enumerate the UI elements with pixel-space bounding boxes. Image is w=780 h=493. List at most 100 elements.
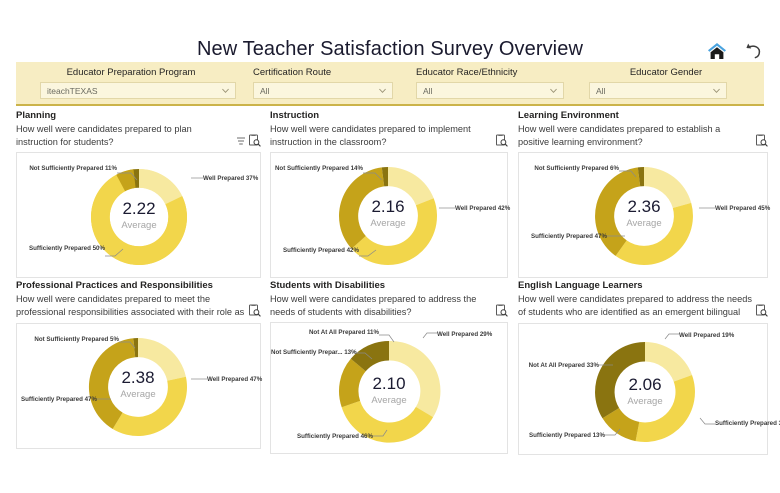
segment-label-not-at-all-prepared: Not At All Prepared 11% bbox=[308, 329, 379, 336]
donut-chart-professional-practices: 2.38 Average Not Sufficiently Prepared 5… bbox=[17, 324, 262, 448]
center-average-label: Average bbox=[371, 395, 407, 406]
card-title: Planning bbox=[16, 110, 57, 121]
leader-line bbox=[664, 333, 679, 340]
card-actions bbox=[753, 304, 768, 317]
donut-chart-planning: 2.22 Average Not Sufficiently Prepared 1… bbox=[17, 153, 260, 277]
leader-line bbox=[363, 172, 383, 181]
filter-educator-race-ethnicity: Educator Race/Ethnicity All bbox=[416, 62, 571, 106]
chevron-down-icon bbox=[379, 88, 386, 93]
segment-label-not-sufficiently-prepared: Not Sufficiently Prepared 11% bbox=[29, 165, 117, 172]
focus-mode-icon[interactable] bbox=[495, 304, 508, 317]
donut-chart-instruction: 2.16 Average Not Sufficiently Prepared 1… bbox=[271, 153, 510, 277]
chart-container[interactable]: 2.16 Average Not Sufficiently Prepared 1… bbox=[270, 152, 510, 278]
center-average-label: Average bbox=[370, 218, 406, 229]
focus-mode-icon[interactable] bbox=[248, 134, 261, 147]
segment-label-well-prepared: Well Prepared 29% bbox=[437, 331, 493, 338]
focus-mode-icon[interactable] bbox=[495, 134, 508, 147]
segment-label-well-prepared: Well Prepared 19% bbox=[679, 332, 735, 339]
filter-dropdown-certification-route[interactable]: All bbox=[253, 82, 393, 99]
segment-label-well-prepared: Well Prepared 37% bbox=[203, 175, 259, 182]
card-question: How well were candidates prepared to imp… bbox=[270, 124, 471, 147]
filter-dropdown-gender[interactable]: All bbox=[589, 82, 727, 99]
focus-mode-icon[interactable] bbox=[755, 134, 768, 147]
leader-line bbox=[605, 428, 621, 436]
card-instruction: Instruction How well were candidates pre… bbox=[270, 110, 510, 278]
filter-label: Certification Route bbox=[253, 67, 332, 78]
filter-label: Educator Preparation Program bbox=[66, 67, 196, 78]
card-question: How well were candidates prepared to add… bbox=[270, 294, 477, 317]
card-actions bbox=[753, 134, 768, 147]
center-average-value: 2.38 bbox=[121, 368, 155, 387]
filter-certification-route: Certification Route All bbox=[253, 62, 401, 106]
leader-line bbox=[355, 352, 373, 360]
center-average-value: 2.22 bbox=[122, 199, 156, 218]
filter-value: All bbox=[596, 85, 606, 96]
chart-container[interactable]: 2.38 Average Not Sufficiently Prepared 5… bbox=[16, 323, 262, 449]
center-average-label: Average bbox=[626, 218, 662, 229]
center-average-value: 2.10 bbox=[372, 374, 406, 393]
header-icon-group bbox=[706, 40, 764, 62]
donut-svg bbox=[595, 167, 693, 265]
segment-label-sufficiently-prepared: Sufficiently Prepared 47% bbox=[21, 396, 97, 403]
card-title: Professional Practices and Responsibilit… bbox=[16, 280, 213, 291]
focus-mode-icon[interactable] bbox=[248, 304, 261, 317]
filter-value: All bbox=[423, 85, 433, 96]
donut-svg bbox=[88, 337, 188, 437]
leader-line bbox=[699, 207, 715, 209]
segment-label-not-sufficiently-prepared: Not Sufficiently Prepared 5% bbox=[34, 336, 119, 343]
donut-svg bbox=[339, 167, 438, 266]
filter-value: iteachTEXAS bbox=[47, 85, 98, 96]
card-question: How well were candidates prepared to pla… bbox=[16, 124, 192, 147]
back-icon[interactable] bbox=[742, 40, 764, 62]
segment-label-sufficiently-prepared: Sufficiently Prepared 50% bbox=[29, 245, 105, 252]
card-learning-environment: Learning Environment How well were candi… bbox=[518, 110, 770, 278]
donut-chart-students-with-disabilities: 2.10 Average Not At All Prepared 11% Not… bbox=[271, 323, 507, 453]
leader-line bbox=[105, 248, 124, 257]
leader-line bbox=[191, 378, 207, 380]
filter-label: Educator Gender bbox=[629, 67, 703, 78]
card-question: How well were candidates prepared to add… bbox=[518, 294, 752, 317]
filter-dropdown-race-ethnicity[interactable]: All bbox=[416, 82, 564, 99]
leader-line bbox=[117, 172, 138, 181]
card-actions bbox=[234, 134, 261, 147]
donut-chart-learning-environment: 2.36 Average Not Sufficiently Prepared 6… bbox=[519, 153, 770, 277]
segment-label-not-sufficiently-prepared: Not Sufficiently Prepared 14% bbox=[274, 165, 363, 172]
leader-line bbox=[607, 235, 625, 237]
segment-label-not-at-all-prepared: Not At All Prepared 33% bbox=[528, 362, 599, 369]
page-title: New Teacher Satisfaction Survey Overview bbox=[196, 38, 583, 60]
card-actions bbox=[493, 304, 508, 317]
segment-label-sufficiently-prepared: Sufficiently Prepared 42% bbox=[283, 247, 359, 254]
chart-container[interactable]: 2.22 Average Not Sufficiently Prepared 1… bbox=[16, 152, 261, 278]
chart-container[interactable]: 2.06 Average Well Prepared 19% Not At Al… bbox=[518, 323, 780, 455]
chevron-down-icon bbox=[550, 88, 557, 93]
home-icon[interactable] bbox=[706, 40, 728, 62]
chart-container[interactable]: 2.36 Average Not Sufficiently Prepared 6… bbox=[518, 152, 770, 278]
center-average-value: 2.16 bbox=[371, 197, 405, 216]
center-average-label: Average bbox=[120, 389, 156, 400]
chevron-down-icon bbox=[222, 88, 229, 93]
donut-overlay bbox=[90, 168, 187, 265]
filter-dropdown-epp[interactable]: iteachTEXAS bbox=[40, 82, 236, 99]
segment-label-not-sufficiently-prepared: Not Sufficiently Prepar... 13% bbox=[271, 349, 357, 356]
segment-label-well-prepared: Well Prepared 47% bbox=[207, 376, 263, 383]
focus-mode-icon[interactable] bbox=[755, 304, 768, 317]
donut-svg bbox=[338, 340, 441, 443]
card-title: English Language Learners bbox=[518, 280, 643, 291]
card-english-language-learners: English Language Learners How well were … bbox=[518, 280, 780, 455]
segment-label-not-sufficiently-prepared: Not Sufficiently Prepared 6% bbox=[534, 165, 619, 172]
donut-chart-english-language-learners: 2.06 Average Well Prepared 19% Not At Al… bbox=[519, 324, 780, 454]
center-average-label: Average bbox=[121, 220, 157, 231]
card-actions bbox=[246, 304, 261, 317]
leader-line bbox=[439, 207, 455, 209]
chart-container[interactable]: 2.10 Average Not At All Prepared 11% Not… bbox=[270, 322, 508, 454]
segment-label-sufficiently-prepared: Sufficiently Prepared 47% bbox=[531, 233, 607, 240]
card-title: Learning Environment bbox=[518, 110, 619, 121]
leader-line bbox=[373, 429, 388, 437]
segment-label-well-prepared: Well Prepared 42% bbox=[455, 205, 511, 212]
leader-line bbox=[599, 364, 613, 366]
segment-label-well-prepared: Well Prepared 45% bbox=[715, 205, 771, 212]
filter-icon[interactable] bbox=[236, 136, 246, 147]
segment-label-sufficiently-prepared: Sufficiently Prepared 35% bbox=[715, 420, 780, 427]
leader-line bbox=[97, 398, 111, 400]
center-average-value: 2.06 bbox=[628, 375, 662, 394]
